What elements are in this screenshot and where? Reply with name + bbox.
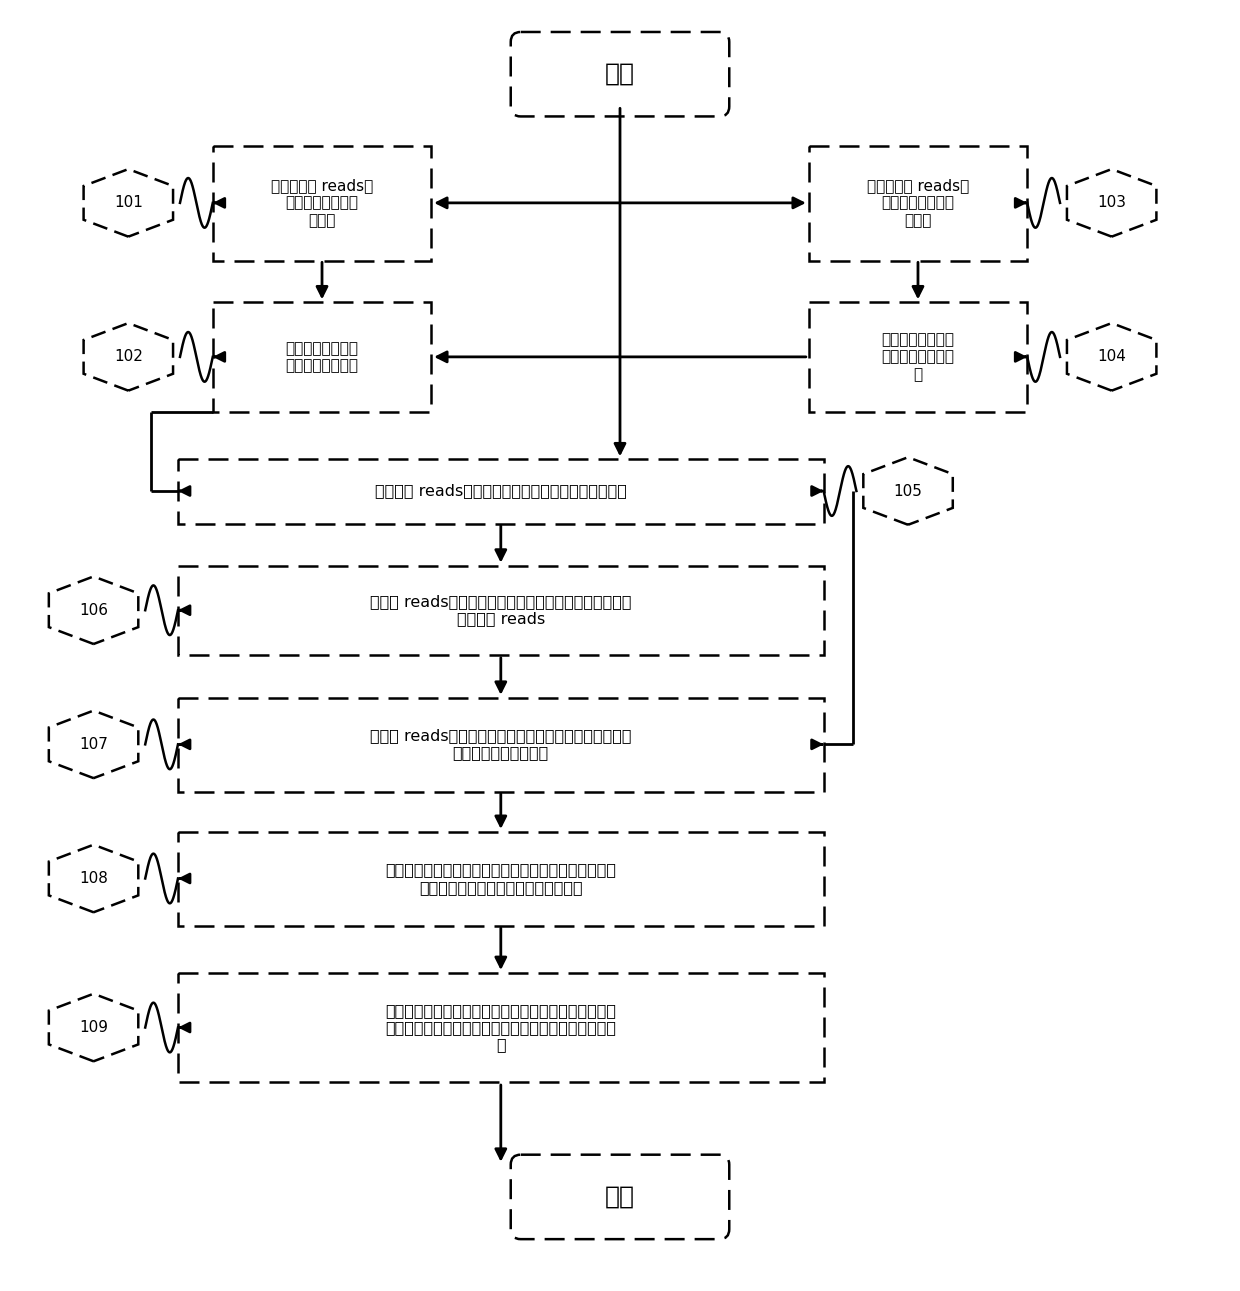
Bar — [179, 697, 823, 793]
Text: 107: 107 — [79, 737, 108, 751]
Text: 101: 101 — [114, 195, 143, 210]
Text: 109: 109 — [79, 1020, 108, 1035]
Text: 105: 105 — [894, 484, 923, 498]
Text: 108: 108 — [79, 871, 108, 886]
Polygon shape — [1066, 169, 1157, 236]
Polygon shape — [83, 169, 174, 236]
Text: 将三代 reads中两端未覆盖区域进行切除并抛弃覆盖度低
于阈值的 reads: 将三代 reads中两端未覆盖区域进行切除并抛弃覆盖度低 于阈值的 reads — [370, 594, 631, 626]
Text: 初级三代二次纠错数据补洞序列与原位置屏蔽区域序列
进行比对、还原、替换处理，得到终极三代二次纠错数
据: 初级三代二次纠错数据补洞序列与原位置屏蔽区域序列 进行比对、还原、替换处理，得到… — [386, 1003, 616, 1052]
Bar — [179, 973, 823, 1082]
Bar — [808, 146, 1027, 261]
Polygon shape — [48, 844, 139, 913]
Text: 基于二代数据补洞算法，将含洞的三代自纠错补洞数据
进行补洞，得到初级三代二次纠错数据: 基于二代数据补洞算法，将含洞的三代自纠错补洞数据 进行补洞，得到初级三代二次纠错… — [386, 862, 616, 895]
Bar — [179, 831, 823, 926]
Bar — [213, 302, 432, 412]
Bar — [179, 565, 823, 655]
Text: 104: 104 — [1097, 350, 1126, 364]
Polygon shape — [1066, 323, 1157, 391]
Text: 原始三代长 reads过
滤，获得高质量三
代数据: 原始三代长 reads过 滤，获得高质量三 代数据 — [867, 178, 970, 227]
Text: 103: 103 — [1097, 195, 1126, 210]
Bar — [808, 302, 1027, 412]
Text: 二代数据纠错，获
得高精准二代数据: 二代数据纠错，获 得高精准二代数据 — [285, 341, 358, 373]
Text: 102: 102 — [114, 350, 143, 364]
Text: 原始二代短 reads过
滤，获得高质量二
代数据: 原始二代短 reads过 滤，获得高质量二 代数据 — [270, 178, 373, 227]
Bar — [179, 460, 823, 524]
Text: 106: 106 — [79, 603, 108, 617]
Bar — [213, 146, 432, 261]
Text: 结束: 结束 — [605, 1184, 635, 1208]
Polygon shape — [48, 710, 139, 778]
Polygon shape — [863, 457, 952, 524]
Polygon shape — [48, 577, 139, 644]
Polygon shape — [83, 323, 174, 391]
Text: 三代数据自纠错，
获得三代自纠错数
据: 三代数据自纠错， 获得三代自纠错数 据 — [882, 332, 955, 382]
FancyBboxPatch shape — [511, 32, 729, 116]
FancyBboxPatch shape — [511, 1154, 729, 1239]
Text: 开始: 开始 — [605, 62, 635, 85]
Text: 将三代 reads中单碘基深度低于阈值的区域进行屏蔽，获
得三代自纠错屏蔽数据: 将三代 reads中单碘基深度低于阈值的区域进行屏蔽，获 得三代自纠错屏蔽数据 — [370, 728, 631, 760]
Text: 将二代短 reads比对到三代数据上，并统计单碘基深度: 将二代短 reads比对到三代数据上，并统计单碘基深度 — [374, 484, 626, 498]
Polygon shape — [48, 994, 139, 1061]
